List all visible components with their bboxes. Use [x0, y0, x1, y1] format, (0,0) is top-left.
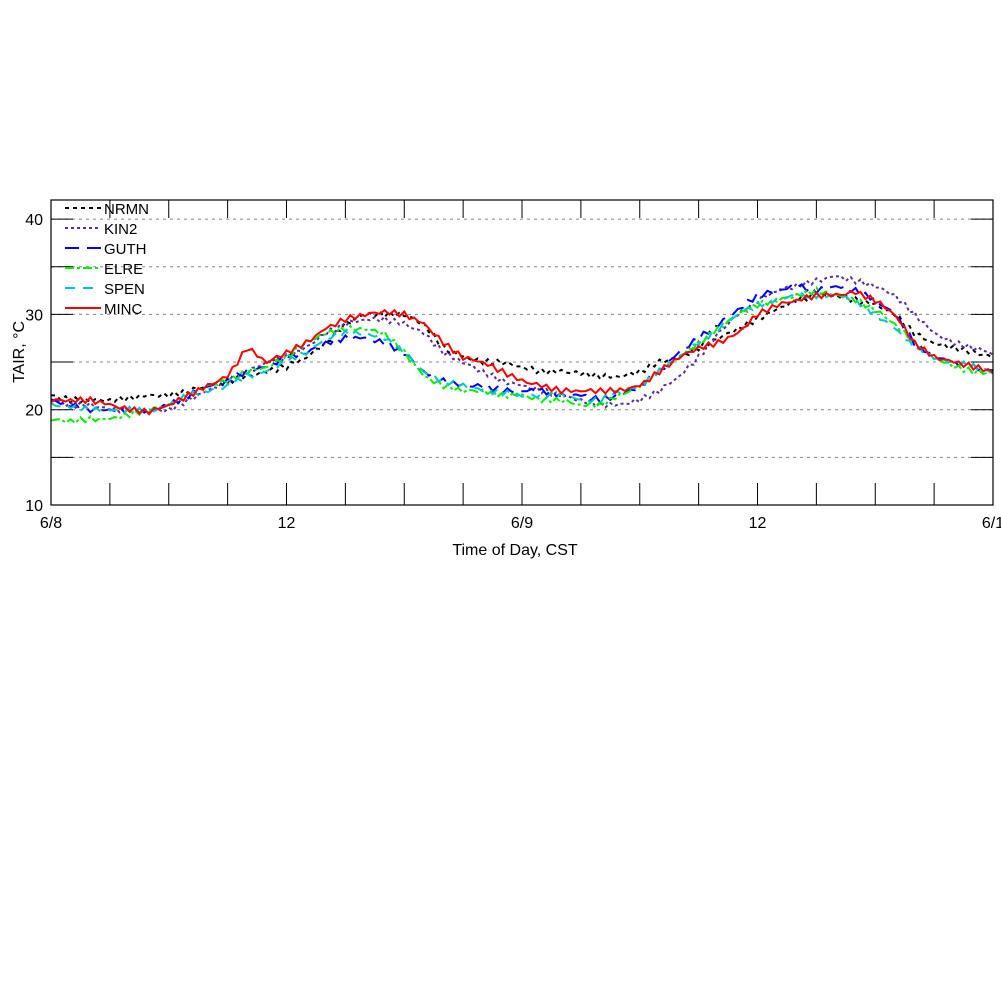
plot-frame	[50, 199, 994, 506]
legend-label: NRMN	[104, 201, 149, 218]
y-tick-label: 30	[25, 307, 43, 324]
y-tick-labels: 10 20 30 40	[25, 212, 43, 515]
x-tick-label: 6/9	[511, 515, 533, 532]
series-lines	[50, 275, 994, 425]
axis-ticks	[51, 200, 993, 505]
y-tick-label: 40	[25, 212, 43, 229]
series-line-kin2	[50, 275, 994, 415]
y-tick-label: 20	[25, 403, 43, 420]
series-line-guth	[50, 283, 994, 415]
legend-label: KIN2	[104, 221, 137, 238]
series-line-spen	[50, 290, 994, 415]
legend: NRMN KIN2 GUTH ELRE SPEN MINC	[65, 201, 149, 318]
y-axis-label: TAIR, °C	[11, 321, 28, 383]
series-line-minc	[50, 290, 994, 416]
series-line-nrmn	[51, 292, 994, 405]
x-tick-label: 12	[749, 515, 767, 532]
x-tick-label: 6/8	[40, 515, 62, 532]
legend-label: MINC	[104, 301, 142, 318]
y-tick-label: 10	[25, 498, 43, 515]
legend-label: SPEN	[104, 281, 145, 298]
x-axis-label: Time of Day, CST	[452, 542, 578, 559]
legend-label: ELRE	[104, 261, 143, 278]
series-line-elre	[50, 286, 994, 425]
gridlines	[51, 218, 993, 458]
x-tick-label: 12	[278, 515, 296, 532]
x-tick-label: 6/1	[982, 515, 1001, 532]
x-tick-labels: 6/8 12 6/9 12 6/1	[40, 515, 1001, 532]
legend-label: GUTH	[104, 241, 147, 258]
